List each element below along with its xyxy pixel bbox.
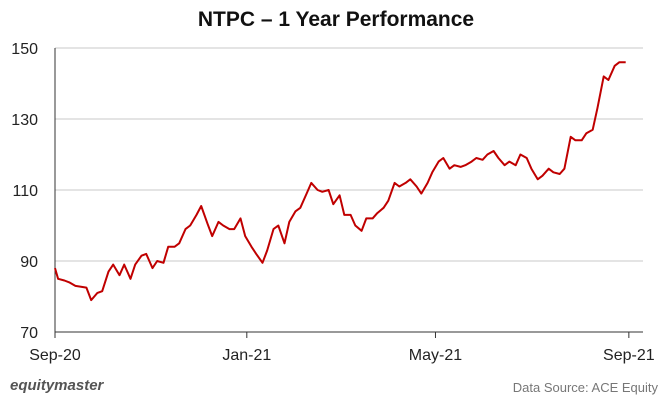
chart-title: NTPC – 1 Year Performance — [197, 8, 475, 31]
x-axis: Sep-20 Jan-21 May-21 Sep-21 — [29, 332, 655, 364]
series-layer — [54, 61, 626, 302]
y-axis: 70 90 110 130 150 — [11, 41, 56, 342]
price-line — [54, 61, 626, 302]
y-tick-label: 130 — [11, 112, 38, 129]
x-tick-label: Sep-21 — [603, 347, 655, 364]
brand-logo: equitymaster — [10, 377, 104, 394]
y-tick-label: 150 — [11, 41, 38, 58]
data-source-note: Data Source: ACE Equity — [512, 380, 658, 395]
x-tick-label: Sep-20 — [29, 347, 81, 364]
gridlines — [55, 47, 643, 333]
y-tick-label: 70 — [20, 325, 38, 342]
x-tick-label: May-21 — [409, 347, 462, 364]
y-tick-label: 90 — [20, 254, 38, 271]
y-tick-label: 110 — [12, 183, 38, 200]
x-tick-label: Jan-21 — [222, 347, 271, 364]
